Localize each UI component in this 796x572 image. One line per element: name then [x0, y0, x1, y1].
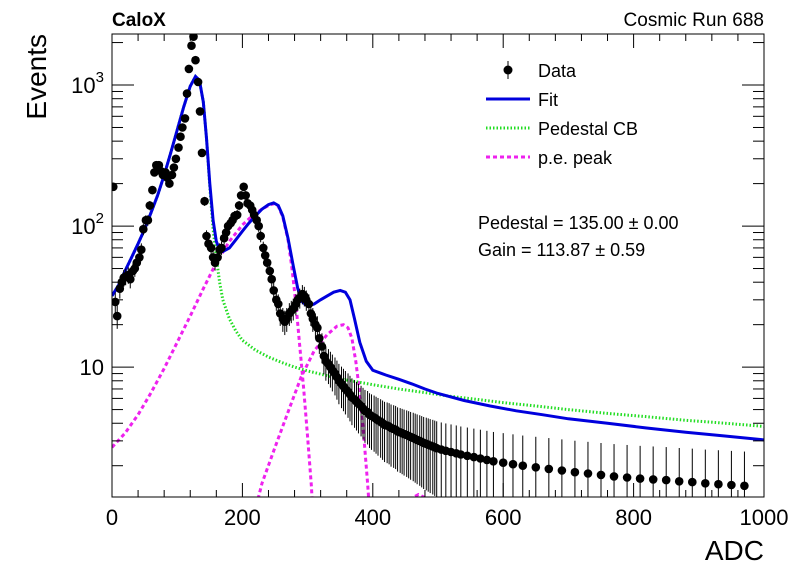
data-point: [489, 431, 498, 497]
data-point: [178, 123, 187, 132]
fit-curve: [112, 74, 764, 442]
legend-item-fit: Fit: [486, 90, 558, 110]
data-point: [241, 191, 250, 200]
data-point: [661, 447, 671, 497]
y-tick-label: 103: [71, 69, 104, 98]
plot-frame: [111, 33, 765, 498]
data-point: [463, 427, 472, 497]
data-point: [145, 200, 155, 211]
data-point: [727, 450, 736, 497]
x-tick-label: 800: [615, 505, 652, 530]
legend-label: p.e. peak: [538, 148, 613, 168]
data-point: [167, 170, 177, 180]
data-point: [674, 447, 684, 497]
data-point: [482, 430, 492, 497]
data-point: [648, 446, 658, 497]
data-point: [518, 435, 528, 497]
x-tick-label: 600: [485, 505, 522, 530]
legend-label: Pedestal CB: [538, 119, 638, 139]
data-point: [182, 89, 192, 98]
data-point: [180, 114, 190, 123]
data-point: [476, 429, 485, 497]
data-point: [217, 241, 226, 255]
data-point: [206, 241, 216, 255]
x-tick-label: 200: [224, 505, 261, 530]
data-point: [740, 451, 749, 497]
data-point: [193, 77, 203, 87]
x-tick-label: 0: [106, 505, 118, 530]
data-point: [184, 64, 194, 74]
fit-curves: [112, 74, 764, 497]
legend-item-pedestal: Pedestal CB: [486, 119, 638, 139]
chart-labels: CaloX Cosmic Run 688 ADC Events Pedestal = 1…: [21, 10, 764, 566]
legend-item-data: Data: [503, 61, 577, 81]
data-point: [267, 271, 277, 289]
experiment-label: CaloX: [112, 10, 166, 31]
data-point: [187, 41, 196, 50]
data-point: [622, 444, 632, 497]
pe-peak-curve-2: [256, 323, 371, 497]
data-point: [143, 215, 153, 226]
data-point: [544, 438, 554, 497]
data-points: [112, 34, 749, 497]
data-point: [169, 163, 179, 172]
data-point: [112, 182, 118, 192]
y-axis-label: Events: [21, 34, 52, 120]
data-point: [200, 196, 209, 206]
data-point: [557, 439, 567, 497]
data-point: [234, 200, 244, 211]
data-point: [232, 210, 242, 221]
data-point: [139, 223, 148, 236]
data-point: [508, 434, 518, 497]
data-point: [171, 154, 181, 164]
data-point: [197, 148, 207, 158]
axes: 0 200 400 600 800 1000 10 102 103: [71, 34, 788, 530]
data-point: [254, 220, 263, 232]
data-point: [165, 179, 174, 188]
data-point: [469, 428, 479, 497]
data-point: [701, 449, 710, 497]
data-point: [195, 107, 205, 116]
data-point: [596, 442, 606, 497]
data-point: [570, 440, 580, 497]
fit-result-text: Gain = 113.87 ± 0.59: [478, 240, 645, 260]
data-point: [714, 450, 723, 497]
data-point: [189, 34, 198, 41]
y-tick-label: 10: [80, 355, 104, 380]
data-point: [148, 185, 157, 195]
legend-label: Data: [538, 61, 577, 81]
data-point: [191, 55, 200, 65]
x-tick-label: 1000: [740, 505, 789, 530]
x-axis-label: ADC: [705, 535, 764, 566]
legend: Data Fit Pedestal CB p.e. peak: [486, 61, 638, 168]
data-point: [635, 445, 645, 497]
data-point: [456, 426, 466, 497]
x-tick-label: 400: [354, 505, 391, 530]
data-point: [531, 436, 541, 497]
data-point: [583, 441, 593, 497]
data-point: [137, 243, 146, 257]
fit-result-text: Pedestal = 135.00 ± 0.00: [478, 213, 679, 233]
legend-label: Fit: [538, 90, 558, 110]
y-tick-label: 102: [71, 210, 104, 239]
pe-peak-curve-1: [112, 202, 314, 497]
data-point: [174, 143, 183, 152]
data-point: [609, 444, 619, 497]
data-point: [239, 182, 248, 192]
data-point: [256, 230, 266, 243]
legend-item-pe: p.e. peak: [486, 148, 613, 168]
data-point: [150, 168, 159, 177]
data-point: [176, 132, 185, 141]
run-label: Cosmic Run 688: [624, 10, 764, 31]
data-point: [688, 448, 697, 497]
